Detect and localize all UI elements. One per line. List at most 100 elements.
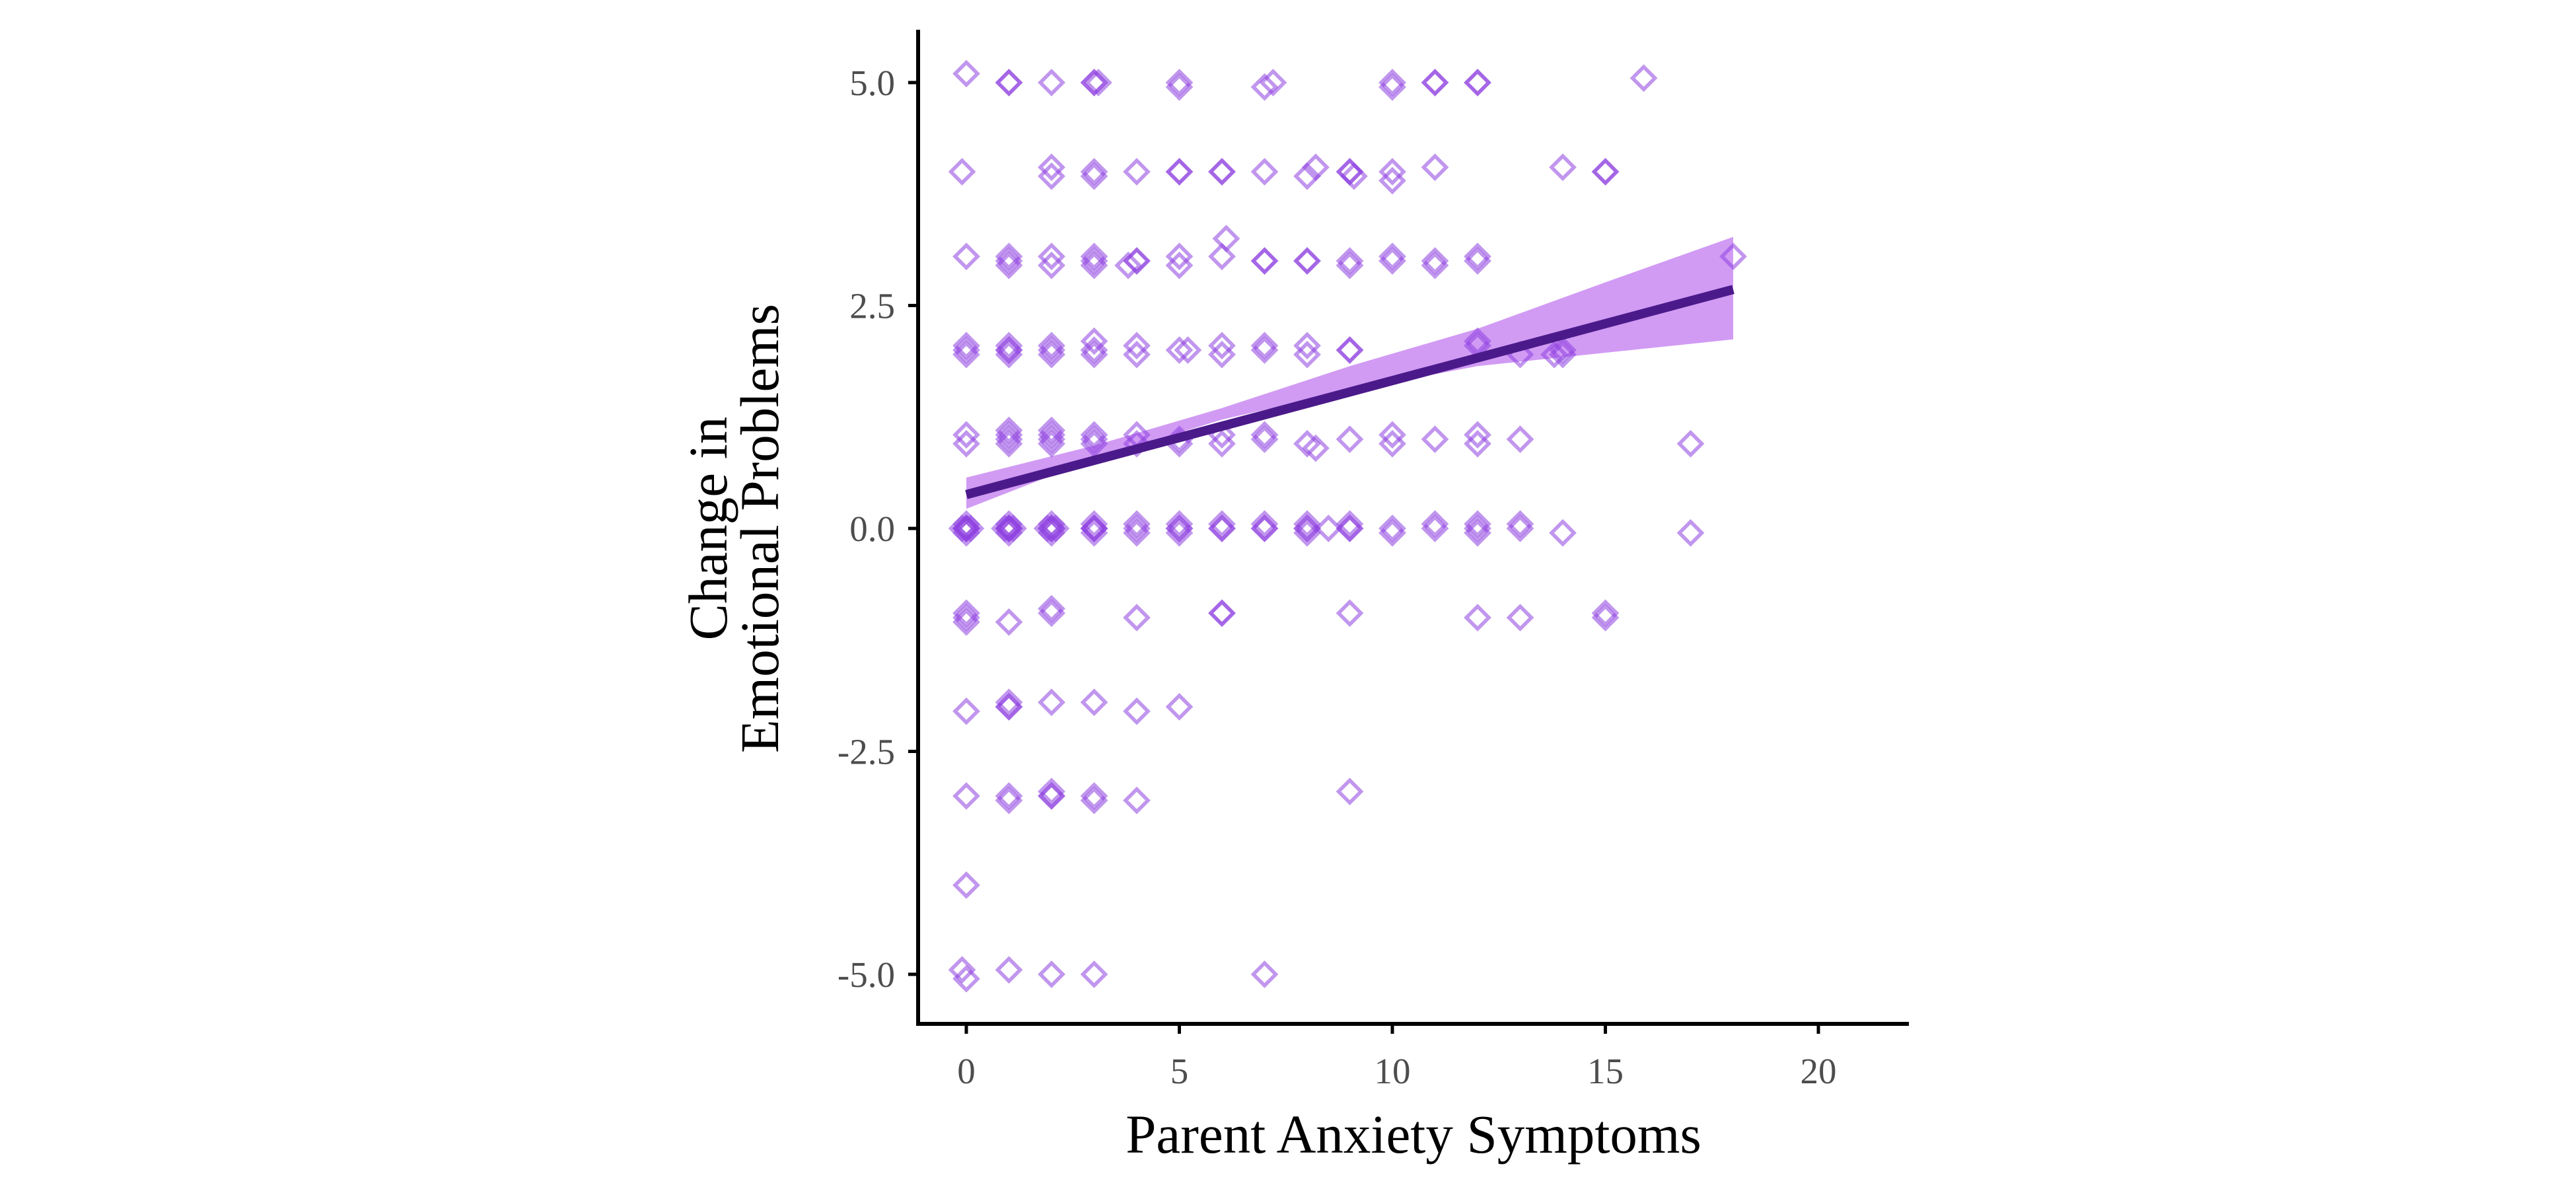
data-point bbox=[995, 69, 1023, 96]
data-point bbox=[1208, 515, 1236, 542]
data-point bbox=[1038, 599, 1065, 628]
data-point bbox=[1080, 786, 1108, 814]
data-point bbox=[1421, 515, 1449, 542]
data-point bbox=[1208, 429, 1236, 458]
data-point bbox=[1378, 247, 1406, 275]
data-point bbox=[1293, 332, 1321, 360]
data-point bbox=[995, 340, 1023, 369]
data-point bbox=[1250, 247, 1279, 275]
data-point bbox=[952, 604, 980, 631]
data-point bbox=[1250, 510, 1279, 538]
data-point bbox=[1080, 515, 1108, 542]
data-point bbox=[1336, 515, 1364, 542]
data-point bbox=[948, 158, 976, 186]
data-point bbox=[952, 871, 980, 899]
data-point bbox=[1123, 429, 1151, 458]
data-point bbox=[1293, 510, 1321, 538]
data-point bbox=[1540, 340, 1568, 369]
data-point bbox=[1123, 158, 1151, 186]
data-point bbox=[995, 693, 1023, 721]
data-point bbox=[1629, 64, 1658, 92]
data-point bbox=[1549, 340, 1577, 369]
data-point bbox=[1033, 515, 1061, 542]
data-point bbox=[1038, 242, 1065, 271]
data-point bbox=[1165, 158, 1194, 186]
fit-line-layer bbox=[965, 285, 1735, 499]
data-point bbox=[1080, 69, 1108, 96]
data-point bbox=[1165, 158, 1194, 186]
y-tick-label: 5.0 bbox=[849, 63, 895, 103]
data-point bbox=[1080, 242, 1108, 271]
data-point bbox=[995, 416, 1023, 445]
data-point bbox=[1208, 510, 1236, 538]
data-point bbox=[1123, 786, 1151, 814]
data-point bbox=[1165, 251, 1194, 279]
y-axis-title-line-1: Change in bbox=[678, 417, 738, 641]
data-point bbox=[1421, 69, 1449, 96]
data-point bbox=[1250, 158, 1279, 186]
x-tick-label: 15 bbox=[1587, 1051, 1624, 1091]
data-point bbox=[952, 340, 980, 369]
data-point bbox=[1080, 782, 1108, 810]
data-point bbox=[1165, 242, 1194, 271]
data-point bbox=[1464, 242, 1491, 271]
data-point bbox=[1293, 515, 1321, 542]
data-point bbox=[995, 69, 1023, 96]
data-point bbox=[952, 242, 980, 271]
data-point bbox=[1378, 69, 1406, 96]
data-point bbox=[1208, 158, 1236, 186]
data-point bbox=[1208, 340, 1236, 369]
data-point bbox=[1080, 425, 1108, 453]
data-point bbox=[1250, 247, 1279, 275]
data-point bbox=[1506, 604, 1534, 631]
data-point bbox=[1123, 510, 1151, 538]
data-point bbox=[1212, 225, 1240, 253]
data-point bbox=[1165, 519, 1194, 547]
data-point bbox=[1038, 340, 1065, 369]
x-tick-label: 20 bbox=[1801, 1051, 1837, 1091]
data-point bbox=[995, 251, 1023, 279]
data-point bbox=[1378, 242, 1406, 271]
data-point bbox=[1038, 251, 1065, 279]
data-point bbox=[1591, 604, 1620, 631]
data-point bbox=[1506, 515, 1534, 542]
y-tick-label: -5.0 bbox=[838, 955, 895, 995]
data-point bbox=[1591, 599, 1620, 628]
data-point bbox=[1549, 153, 1577, 182]
data-point bbox=[1293, 247, 1321, 275]
data-point bbox=[1421, 69, 1449, 96]
data-point bbox=[1378, 519, 1406, 547]
data-point bbox=[948, 515, 976, 542]
data-point bbox=[1250, 73, 1279, 101]
data-point bbox=[1676, 519, 1705, 547]
data-point bbox=[995, 786, 1023, 814]
data-point bbox=[952, 332, 980, 360]
data-point bbox=[1421, 153, 1449, 182]
data-point bbox=[1123, 515, 1151, 542]
data-point bbox=[1038, 688, 1065, 717]
data-point bbox=[995, 421, 1023, 449]
y-tick-label: 0.0 bbox=[849, 509, 895, 549]
data-point bbox=[952, 782, 980, 810]
data-point bbox=[1506, 425, 1534, 453]
data-point bbox=[1464, 247, 1491, 275]
data-point bbox=[948, 956, 976, 984]
data-point bbox=[1038, 416, 1065, 445]
data-point bbox=[1042, 515, 1070, 542]
data-point bbox=[1506, 510, 1534, 538]
data-point bbox=[1038, 777, 1065, 806]
data-point bbox=[995, 336, 1023, 364]
data-point bbox=[1080, 162, 1108, 190]
data-point bbox=[995, 782, 1023, 810]
data-point bbox=[1123, 340, 1151, 369]
data-point bbox=[995, 429, 1023, 458]
data-point bbox=[1080, 519, 1108, 547]
data-point bbox=[952, 599, 980, 628]
data-point bbox=[1464, 69, 1491, 96]
data-point bbox=[1421, 251, 1449, 279]
data-point bbox=[1114, 251, 1142, 279]
data-point bbox=[1080, 960, 1108, 988]
data-point bbox=[1080, 251, 1108, 279]
confidence-band-layer bbox=[966, 236, 1733, 509]
